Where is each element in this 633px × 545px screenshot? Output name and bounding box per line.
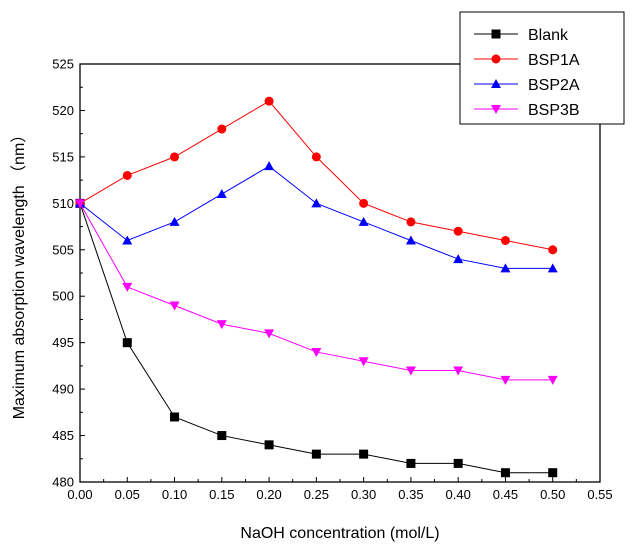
y-axis: 480 485 490 495 500 505 510 515 520 525	[52, 57, 85, 490]
data-point-bsp1a	[264, 96, 274, 106]
y-tick-label: 485	[52, 428, 74, 443]
x-tick-label: 0.05	[115, 487, 140, 502]
data-point-bsp2a	[500, 263, 511, 273]
data-point-bsp3b	[453, 366, 464, 376]
data-point-bsp3b	[500, 375, 511, 385]
x-tick-label: 0.15	[209, 487, 234, 502]
y-tick-label: 525	[52, 57, 74, 72]
data-point-blank	[548, 468, 558, 478]
data-point-bsp1a	[170, 152, 180, 162]
x-tick-label: 0.55	[587, 487, 612, 502]
data-point-bsp1a	[453, 226, 463, 236]
data-point-bsp2a	[122, 235, 133, 245]
x-tick-label: 0.20	[256, 487, 281, 502]
data-point-bsp2a	[453, 254, 464, 264]
data-point-bsp3b	[169, 301, 180, 311]
data-point-blank	[311, 449, 321, 459]
legend-box	[459, 11, 625, 125]
data-point-blank	[217, 431, 227, 441]
data-point-bsp3b	[311, 347, 322, 357]
data-point-bsp1a	[406, 217, 416, 227]
y-tick-label: 495	[52, 335, 74, 350]
data-point-bsp1a	[122, 170, 132, 180]
legend-marker-bsp1a	[491, 54, 501, 64]
data-point-blank	[500, 468, 510, 478]
y-tick-label: 505	[52, 242, 74, 257]
data-point-bsp3b	[547, 375, 558, 385]
x-axis: 0.00 0.05 0.10 0.15 0.20 0.25 0.30 0.35 0.40 0.45…	[67, 477, 613, 502]
data-point-bsp2a	[169, 216, 180, 226]
data-point-bsp2a	[547, 263, 558, 273]
data-point-blank	[264, 440, 274, 450]
data-point-bsp3b	[75, 199, 85, 209]
x-tick-label: 0.35	[398, 487, 423, 502]
data-point-blank	[170, 412, 180, 422]
x-tick-label: 0.25	[304, 487, 329, 502]
y-tick-label: 515	[52, 149, 74, 164]
x-tick-label: 0.45	[493, 487, 518, 502]
data-point-blank	[122, 338, 132, 348]
data-point-bsp1a	[359, 198, 369, 208]
legend-marker-blank	[491, 29, 501, 39]
legend-label-bsp1a: BSP1A	[528, 52, 580, 69]
x-axis-title: NaOH concentration (mol/L)	[240, 525, 439, 542]
legend-label-bsp2a: BSP2A	[528, 77, 580, 94]
data-point-bsp3b	[405, 366, 416, 376]
x-tick-label: 0.10	[162, 487, 187, 502]
y-tick-label: 480	[52, 475, 74, 490]
legend: Blank BSP1A BSP2A BSP3B	[459, 11, 625, 125]
series-line-blank	[79, 203, 553, 474]
legend-marker-bsp3b	[491, 105, 501, 114]
data-point-bsp1a	[311, 152, 321, 162]
data-point-blank	[453, 458, 463, 468]
y-tick-label: 490	[52, 382, 74, 397]
data-point-bsp3b	[122, 282, 133, 292]
series-layer	[75, 96, 558, 478]
data-point-bsp2a	[216, 189, 227, 199]
x-tick-label: 0.50	[540, 487, 565, 502]
legend-label-bsp3b: BSP3B	[528, 102, 580, 119]
data-point-bsp1a	[548, 245, 558, 255]
x-tick-label: 0.40	[446, 487, 471, 502]
y-tick-label: 520	[52, 103, 74, 118]
data-point-bsp1a	[217, 124, 227, 134]
data-point-bsp1a	[500, 235, 510, 245]
data-point-bsp3b	[358, 357, 369, 367]
y-tick-label: 500	[52, 289, 74, 304]
y-axis-title: Maximum absorption wavelength （nm）	[10, 127, 28, 420]
data-point-blank	[406, 458, 416, 468]
series-line-bsp2a	[79, 165, 553, 269]
data-point-bsp3b	[216, 320, 227, 330]
x-tick-label: 0.30	[351, 487, 376, 502]
y-tick-label: 510	[52, 196, 74, 211]
x-tick-label: 0.00	[67, 487, 92, 502]
legend-marker-bsp2a	[491, 79, 501, 88]
data-point-bsp3b	[264, 329, 275, 339]
data-point-bsp2a	[405, 235, 416, 245]
plot-frame	[79, 63, 601, 483]
data-point-bsp2a	[311, 198, 322, 208]
data-point-bsp2a	[358, 216, 369, 226]
legend-label-blank: Blank	[528, 27, 569, 44]
data-point-bsp2a	[264, 161, 275, 171]
data-point-blank	[359, 449, 369, 459]
